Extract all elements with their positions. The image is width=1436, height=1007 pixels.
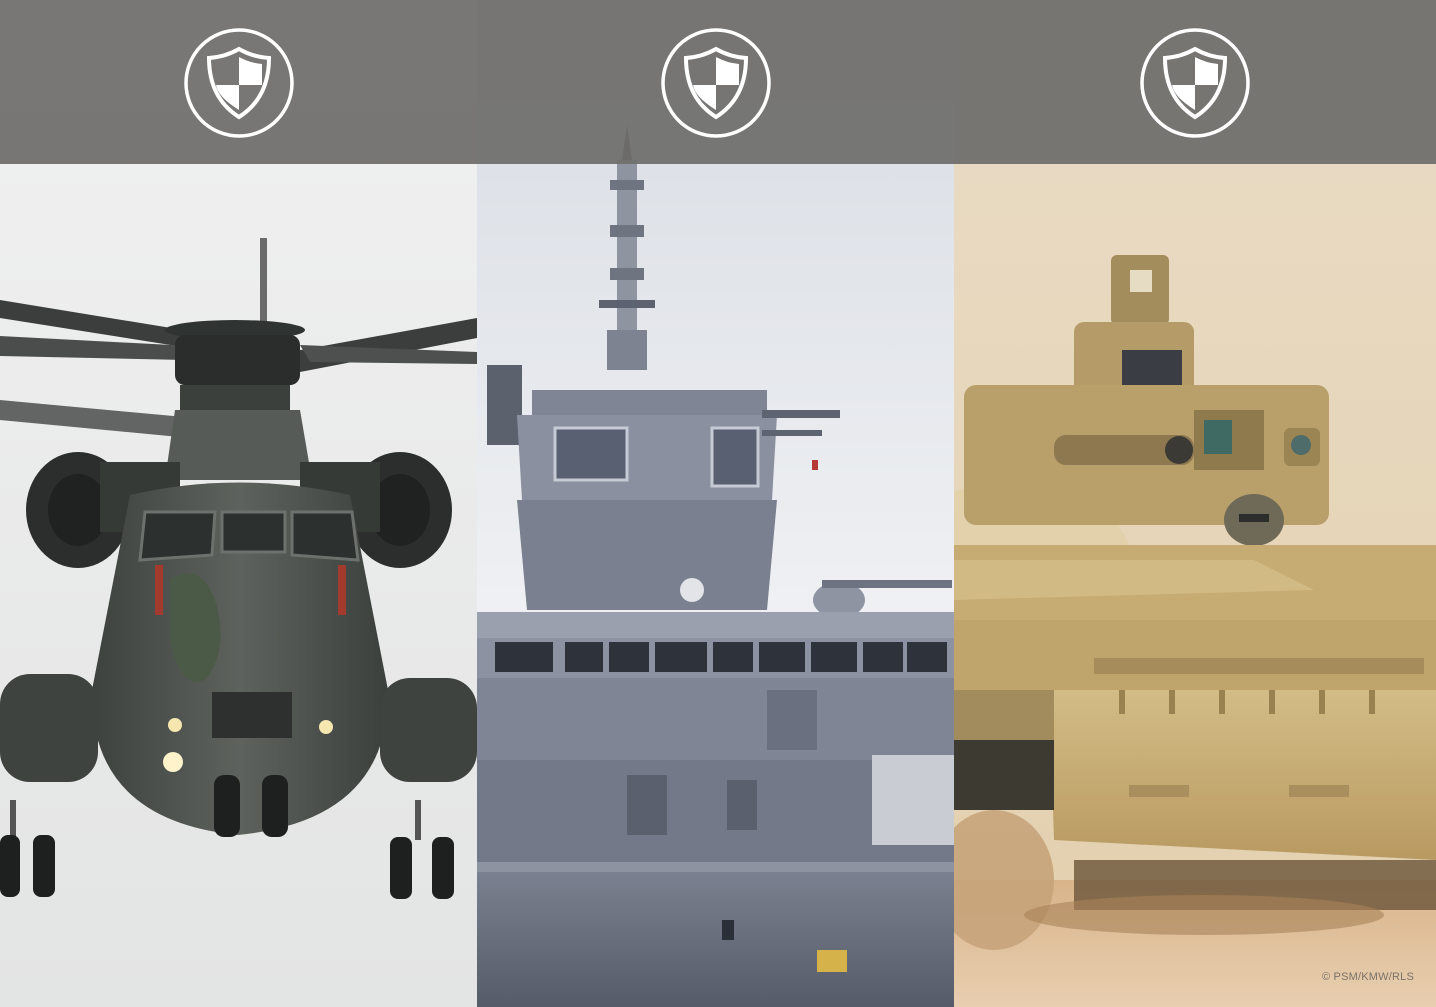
armored-vehicle-photo <box>954 0 1436 1007</box>
shield-icon <box>660 28 771 138</box>
shield-icon <box>183 28 294 138</box>
warship-panel <box>477 0 954 1007</box>
helicopter-panel <box>0 0 477 1007</box>
photo-credit: © PSM/KMW/RLS <box>1322 971 1414 983</box>
warship-photo <box>477 0 954 1007</box>
shield-icon <box>1140 28 1250 138</box>
helicopter-photo <box>0 0 477 1007</box>
vehicle-panel: © PSM/KMW/RLS <box>954 0 1436 1007</box>
